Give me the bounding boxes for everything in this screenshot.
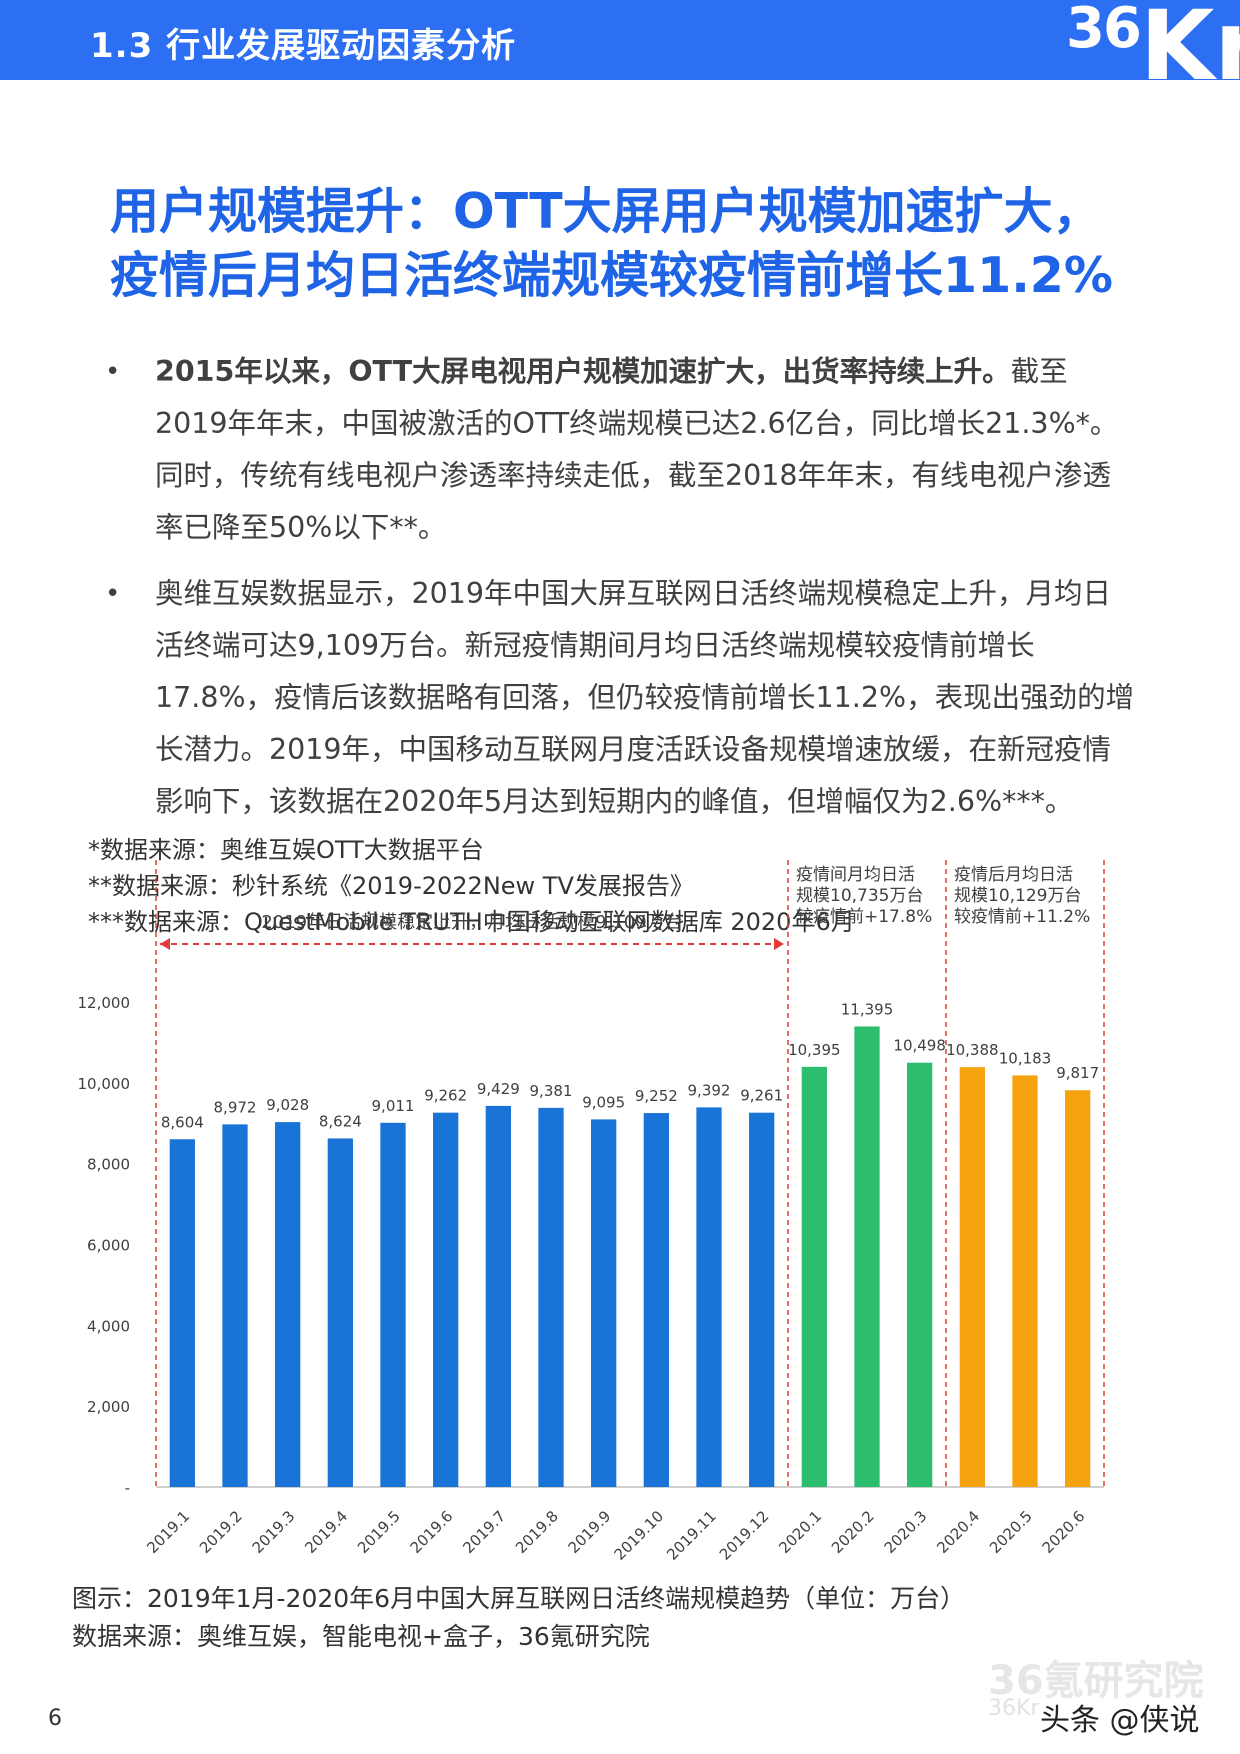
bar-value-label: 10,183	[999, 1049, 1052, 1067]
bar	[485, 1105, 511, 1487]
header-bar: 1.3 行业发展驱动因素分析 36 Kr	[0, 0, 1240, 94]
x-tick-label: 2019.8	[512, 1507, 562, 1557]
caption-source: 数据来源：奥维互娱，智能电视+盒子，36氪研究院	[72, 1622, 650, 1651]
logo-letters: Kr	[1140, 0, 1240, 102]
period-annotation: 规模10,735万台	[796, 886, 923, 906]
x-tick-label: 2020.3	[881, 1507, 931, 1557]
section-title: 1.3 行业发展驱动因素分析	[90, 26, 517, 66]
source-note: ***数据来源：QuestMobile TRUTH中国移动互联网数据库 2020…	[88, 908, 855, 936]
bar-value-label: 11,395	[841, 1000, 894, 1018]
bar	[275, 1122, 301, 1487]
bullet-item: 2015年以来，OTT大屏电视用户规模加速扩大，出货率持续上升。截至2019年年…	[105, 346, 1135, 554]
watermark: 36氪研究院	[988, 1658, 1204, 1704]
x-tick-label: 2019.4	[301, 1507, 351, 1557]
y-tick-label: 8,000	[87, 1156, 130, 1174]
bar-value-label: 9,011	[372, 1097, 415, 1115]
y-tick-label: 6,000	[87, 1237, 130, 1255]
watermark-small: 36Kr	[988, 1696, 1040, 1721]
toutiao-mark: 头条 @侠说	[1040, 1703, 1200, 1738]
bar-value-label: 9,262	[424, 1087, 467, 1105]
source-note: *数据来源：奥维互娱OTT大数据平台	[88, 836, 484, 864]
bar	[169, 1139, 195, 1487]
y-tick-label: 2,000	[87, 1398, 130, 1416]
source-note: **数据来源：秒针系统《2019-2022New TV发展报告》	[88, 872, 694, 900]
logo-number: 36	[1066, 0, 1142, 61]
x-tick-label: 2019.2	[196, 1507, 246, 1557]
x-tick-label: 2019.11	[663, 1507, 720, 1564]
bar-value-label: 10,388	[946, 1041, 999, 1059]
bar	[380, 1122, 406, 1487]
x-tick-label: 2019.1	[143, 1507, 193, 1557]
bar	[696, 1107, 722, 1487]
arrow-left-icon	[160, 938, 170, 950]
bar	[959, 1067, 985, 1487]
x-tick-label: 2019.7	[459, 1507, 509, 1557]
x-tick-label: 2019.3	[249, 1507, 299, 1557]
bar-value-label: 10,395	[788, 1041, 841, 1059]
caption-title: 图示：2019年1月-2020年6月中国大屏互联网日活终端规模趋势（单位：万台）	[72, 1584, 966, 1613]
bullet-item: 奥维互娱数据显示，2019年中国大屏互联网日活终端规模稳定上升，月均日活终端可达…	[105, 568, 1135, 828]
page-heading: 用户规模提升：OTT大屏用户规模加速扩大， 疫情后月均日活终端规模较疫情前增长1…	[110, 180, 1160, 308]
bullet-text: 奥维互娱数据显示，2019年中国大屏互联网日活终端规模稳定上升，月均日活终端可达…	[155, 577, 1135, 818]
bar-value-label: 9,381	[530, 1082, 573, 1100]
bar-value-label: 9,392	[688, 1081, 731, 1099]
bar-value-label: 9,095	[582, 1093, 625, 1111]
y-tick-label: 10,000	[78, 1075, 131, 1093]
x-tick-label: 2020.5	[986, 1507, 1036, 1557]
bar-value-label: 9,252	[635, 1087, 678, 1105]
x-tick-label: 2019.10	[611, 1507, 668, 1564]
bar-chart-svg: - 2,000 4,000 6,000 8,000 10,000 12,000 8,604 20…	[78, 860, 1105, 1564]
bar	[854, 1026, 880, 1487]
bar-value-label: 9,028	[266, 1096, 309, 1114]
bar	[327, 1138, 353, 1487]
x-tick-label: 2019.6	[407, 1507, 457, 1557]
period-annotation: 规模10,129万台	[954, 886, 1081, 906]
heading-line-1: 用户规模提升：OTT大屏用户规模加速扩大，	[110, 183, 1102, 240]
bar	[801, 1066, 827, 1487]
chart-caption: 图示：2019年1月-2020年6月中国大屏互联网日活终端规模趋势（单位：万台）…	[72, 1580, 965, 1656]
bullet-list: 2015年以来，OTT大屏电视用户规模加速扩大，出货率持续上升。截至2019年年…	[105, 346, 1135, 842]
x-tick-label: 2020.2	[828, 1507, 878, 1557]
y-tick-label: 12,000	[78, 994, 131, 1012]
bar	[1012, 1075, 1038, 1487]
bar	[222, 1124, 248, 1487]
x-tick-label: 2019.12	[716, 1507, 773, 1564]
period-annotation: 较疫情前+11.2%	[954, 907, 1090, 927]
x-tick-label: 2019.5	[354, 1507, 404, 1557]
36kr-logo: 36 Kr	[1066, 0, 1240, 94]
bar-value-label: 8,624	[319, 1112, 362, 1130]
bar-value-label: 8,604	[161, 1113, 204, 1131]
period-annotation: 2019年日活规模稳定上升，月均日活规模9,109万台	[261, 912, 682, 933]
y-tick-label: -	[125, 1479, 130, 1497]
bar	[749, 1112, 775, 1487]
bar	[1065, 1090, 1091, 1487]
x-tick-label: 2020.1	[775, 1507, 825, 1557]
bar	[907, 1062, 933, 1487]
period-annotation: 较疫情前+17.8%	[796, 907, 932, 927]
bullet-lead: 2015年以来，OTT大屏电视用户规模加速扩大，出货率持续上升。	[155, 355, 1011, 388]
bar	[591, 1119, 617, 1487]
source-notes: *数据来源：奥维互娱OTT大数据平台 **数据来源：秒针系统《2019-2022…	[88, 832, 855, 940]
bar	[538, 1107, 564, 1487]
period-annotation: 疫情间月均日活	[796, 865, 915, 885]
x-tick-label: 2020.4	[933, 1507, 983, 1557]
x-tick-label: 2020.6	[1039, 1507, 1089, 1557]
heading-line-2: 疫情后月均日活终端规模较疫情前增长11.2%	[110, 247, 1113, 304]
bar-value-label: 10,498	[893, 1037, 946, 1055]
bar-chart: - 2,000 4,000 6,000 8,000 10,000 12,000 8,604 20…	[60, 850, 1120, 1564]
period-annotation: 疫情后月均日活	[954, 865, 1073, 885]
bar-value-label: 9,261	[740, 1087, 783, 1105]
x-tick-label: 2019.9	[565, 1507, 615, 1557]
bar-value-label: 9,429	[477, 1080, 520, 1098]
arrow-right-icon	[774, 938, 784, 950]
y-tick-label: 4,000	[87, 1317, 130, 1335]
bar-value-label: 9,817	[1056, 1064, 1099, 1082]
bullet-text: 截至2019年年末，中国被激活的OTT终端规模已达2.6亿台，同比增长21.3%…	[155, 355, 1119, 544]
page-number: 6	[48, 1706, 62, 1731]
bar	[433, 1112, 459, 1487]
bar-value-label: 8,972	[214, 1098, 257, 1116]
bar	[643, 1113, 669, 1487]
